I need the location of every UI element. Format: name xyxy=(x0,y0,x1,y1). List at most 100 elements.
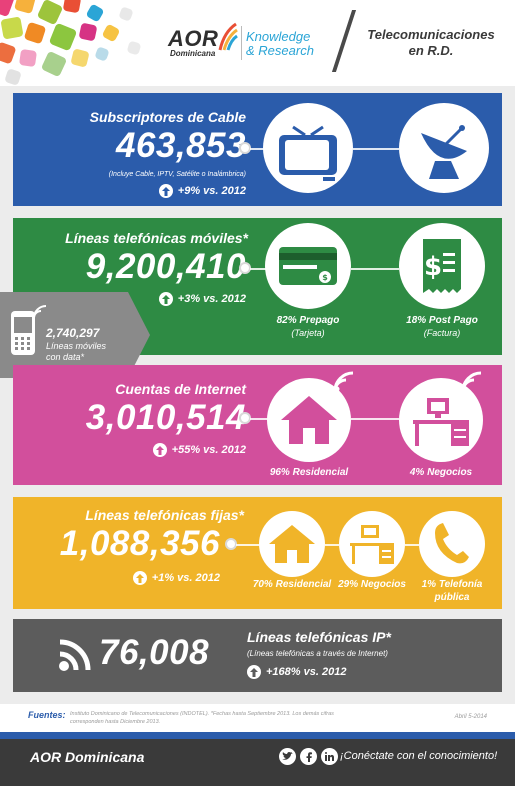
logo-main: AOR xyxy=(168,26,219,51)
satellite-dish-icon xyxy=(421,125,467,179)
mobile-value: 9,200,410 xyxy=(85,247,246,286)
bill-circle: $ xyxy=(399,223,485,309)
mobile-panel: Líneas telefónicas móviles* 9,200,410 +3… xyxy=(13,218,502,355)
logo-separator xyxy=(241,26,242,60)
ip-note: (Líneas telefónicas a través de Internet… xyxy=(247,649,388,658)
internet-title: Cuentas de Internet xyxy=(115,381,246,397)
internet-growth: +55% vs. 2012 xyxy=(152,443,246,457)
invoice-icon: $ xyxy=(423,239,461,293)
fixed-residential-percent: 70% Residencial xyxy=(252,579,332,590)
header-divider xyxy=(331,10,357,72)
up-arrow-icon xyxy=(132,571,147,585)
ip-growth: +168% vs. 2012 xyxy=(247,665,346,679)
home-circle xyxy=(259,511,325,577)
connector-line xyxy=(325,544,339,546)
header: AOR Dominicana Knowledge & Research Tele… xyxy=(0,0,515,86)
footer-tagline: ¡Conéctate con el conocimiento! xyxy=(340,750,498,762)
up-arrow-icon xyxy=(247,665,261,679)
mobile-data-tab: 2,740,297 Líneas móviles con data* xyxy=(0,292,150,378)
ip-panel: 76,008 Líneas telefónicas IP* (Líneas te… xyxy=(13,619,502,692)
satellite-circle xyxy=(399,103,489,193)
wifi-signal-icon xyxy=(461,371,482,392)
tv-circle xyxy=(263,103,353,193)
office-desk-icon xyxy=(350,525,394,564)
footer-social xyxy=(279,748,338,765)
postpaid-percent: 18% Post Pago xyxy=(406,315,478,326)
ip-value: 76,008 xyxy=(99,633,210,672)
aor-logo: AOR Dominicana xyxy=(168,22,238,66)
mobile-data-line-2: con data* xyxy=(46,352,85,362)
twitter-icon[interactable] xyxy=(279,748,296,765)
mobile-growth: +3% vs. 2012 xyxy=(158,292,246,306)
prepaid-percent: 82% Prepago xyxy=(276,315,340,326)
mobile-data-line-1: Líneas móviles xyxy=(46,341,107,351)
office-circle xyxy=(339,511,405,577)
logo-swoosh-icon xyxy=(218,22,238,51)
up-arrow-icon xyxy=(158,292,173,306)
fixed-panel: Líneas telefónicas fijas* 1,088,356 +1% … xyxy=(13,497,502,609)
internet-value: 3,010,514 xyxy=(85,398,246,437)
up-arrow-icon xyxy=(152,443,167,457)
facebook-icon[interactable] xyxy=(300,748,317,765)
footer: AOR Dominicana ¡Conéctate con el conocim… xyxy=(0,739,515,786)
mobile-title: Líneas telefónicas móviles* xyxy=(65,230,248,246)
sources-label: Fuentes: xyxy=(28,710,66,720)
home-circle xyxy=(267,378,351,462)
fixed-growth: +1% vs. 2012 xyxy=(132,571,220,585)
ip-title: Líneas telefónicas IP* xyxy=(247,629,391,645)
sources-text-1: Instituto Dominicano de Telecomunicacion… xyxy=(70,711,334,717)
office-desk-icon xyxy=(413,398,469,446)
postpaid-sub: (Factura) xyxy=(423,328,461,338)
wifi-signal-icon xyxy=(333,371,354,392)
sources-text-2: corresponden hasta Diciembre 2013. xyxy=(70,719,161,725)
tv-icon xyxy=(279,125,337,181)
sources: Fuentes: Instituto Dominicano de Telecom… xyxy=(0,704,515,732)
fixed-business-percent: 29% Negocios xyxy=(338,579,406,590)
telephone-icon xyxy=(435,523,469,564)
fixed-title: Líneas telefónicas fijas* xyxy=(85,507,244,523)
ip-growth-label: +168% vs. 2012 xyxy=(266,666,347,678)
brand-text: Knowledge & Research xyxy=(246,30,314,58)
cable-title: Subscriptores de Cable xyxy=(89,109,246,125)
mobile-data-value: 2,740,297 xyxy=(46,326,100,340)
wifi-signal-icon xyxy=(59,639,91,671)
cable-value: 463,853 xyxy=(115,126,246,165)
prepaid-sub: (Tarjeta) xyxy=(291,328,325,338)
internet-panel: Cuentas de Internet 3,010,514 +55% vs. 2… xyxy=(13,365,502,485)
house-icon xyxy=(269,525,315,563)
page-title-line-1: Telecomunicaciones xyxy=(367,27,495,42)
brand-line-2: & Research xyxy=(246,43,314,58)
svg-text:$: $ xyxy=(322,273,328,282)
connector-line xyxy=(250,418,280,420)
connector-line xyxy=(236,544,266,546)
fixed-growth-label: +1% vs. 2012 xyxy=(151,572,220,584)
house-icon xyxy=(281,396,337,444)
connector-line xyxy=(405,544,419,546)
footer-accent xyxy=(0,732,515,739)
internet-growth-label: +55% vs. 2012 xyxy=(171,444,246,456)
connector-line xyxy=(351,268,399,270)
office-circle xyxy=(399,378,483,462)
page-title-line-2: en R.D. xyxy=(408,43,454,58)
internet-business-percent: 4% Negocios xyxy=(409,467,473,478)
cable-note: (Incluye Cable, IPTV, Satélite o Inalámb… xyxy=(108,171,246,178)
fixed-value: 1,088,356 xyxy=(59,524,220,563)
page-title: Telecomunicaciones en R.D. xyxy=(356,27,506,59)
phone-circle xyxy=(419,511,485,577)
card-circle: $ xyxy=(265,223,351,309)
internet-residential-percent: 96% Residencial xyxy=(269,467,349,478)
cable-growth-label: +9% vs. 2012 xyxy=(177,185,246,197)
up-arrow-icon xyxy=(158,184,173,198)
mobile-growth-label: +3% vs. 2012 xyxy=(177,293,246,305)
sources-date: Abril 5-2014 xyxy=(454,714,487,720)
connector-line xyxy=(351,418,399,420)
fixed-public-percent-2: pública xyxy=(434,592,470,603)
fixed-public-percent-1: 1% Telefonía xyxy=(421,579,483,590)
linkedin-icon[interactable] xyxy=(321,748,338,765)
svg-text:$: $ xyxy=(424,252,442,282)
wifi-signal-icon xyxy=(33,305,47,319)
smartphone-icon xyxy=(11,311,35,355)
logo-sub: Dominicana xyxy=(170,49,216,58)
prepaid-card-icon: $ xyxy=(279,247,337,285)
cable-growth: +9% vs. 2012 xyxy=(158,184,246,198)
